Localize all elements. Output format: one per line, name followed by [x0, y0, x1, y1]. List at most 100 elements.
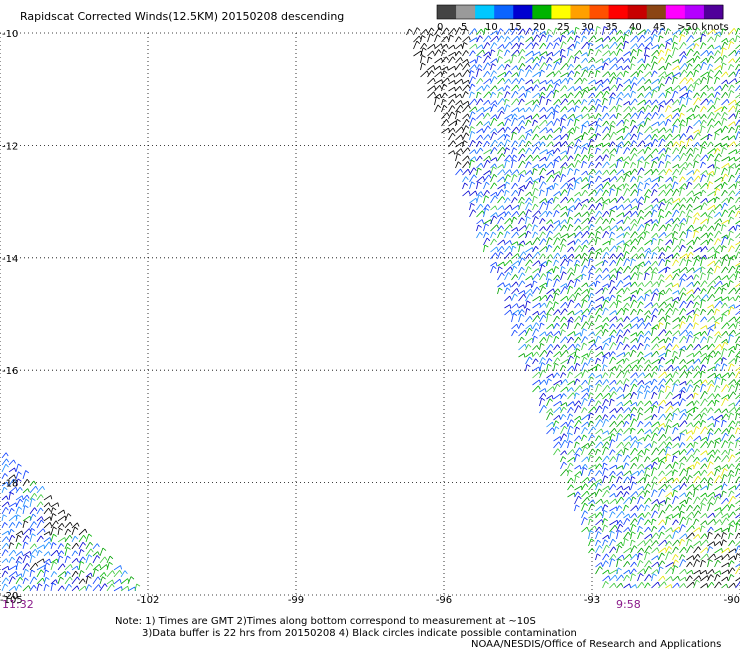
- wind-barb: [623, 392, 631, 400]
- wind-barb: [567, 477, 572, 484]
- wind-barb-flag: [697, 504, 701, 509]
- wind-barb: [483, 78, 491, 85]
- wind-barb: [665, 282, 672, 288]
- wind-barb-flag: [725, 125, 729, 130]
- wind-barb: [707, 336, 710, 344]
- wind-barb: [504, 154, 510, 162]
- wind-barb: [518, 78, 522, 85]
- wind-barb: [707, 328, 711, 337]
- wind-barb: [497, 266, 500, 274]
- wind-barb-flag: [641, 504, 645, 508]
- wind-barb-flag: [543, 135, 546, 140]
- wind-barb-flag: [539, 51, 541, 56]
- wind-barb: [588, 331, 594, 337]
- wind-barb-flag: [702, 272, 706, 276]
- wind-barb-flag: [487, 134, 491, 139]
- wind-barb-flag: [625, 118, 630, 122]
- wind-barb: [504, 218, 511, 225]
- wind-barb-flag: [724, 41, 728, 46]
- wind-barb-flag: [715, 399, 720, 403]
- wind-barb-flag: [583, 467, 588, 470]
- wind-barb: [700, 29, 706, 36]
- wind-barb-flag: [727, 136, 730, 140]
- wind-barb: [721, 483, 725, 491]
- wind-barb-flag: [421, 62, 426, 66]
- wind-barb: [476, 194, 480, 204]
- wind-barb: [735, 350, 740, 358]
- wind-barb: [637, 70, 641, 78]
- wind-barb-flag: [628, 132, 632, 137]
- wind-barb: [602, 259, 606, 267]
- wind-barb-flag: [621, 57, 625, 62]
- wind-barb: [546, 334, 550, 344]
- wind-barb: [658, 35, 661, 43]
- wind-barb-flag: [704, 202, 708, 206]
- wind-barb-flag: [690, 153, 694, 157]
- wind-barb: [672, 371, 676, 379]
- wind-barb: [658, 500, 665, 505]
- wind-barb: [616, 317, 622, 323]
- wind-barb-flag: [513, 265, 518, 269]
- wind-barb: [637, 287, 641, 295]
- wind-barb: [560, 336, 566, 344]
- wind-barb-flag: [484, 27, 489, 31]
- wind-barb-flag: [653, 209, 658, 213]
- wind-barb: [686, 135, 692, 141]
- wind-barb: [672, 484, 680, 491]
- wind-barb-flag: [635, 332, 638, 337]
- wind-barb: [595, 335, 599, 344]
- wind-barb-flag: [733, 304, 736, 309]
- wind-barb-flag: [701, 503, 706, 506]
- wind-barb-flag: [549, 134, 553, 138]
- wind-barb: [707, 471, 712, 477]
- wind-barb: [588, 272, 591, 281]
- wind-barb-flag: [621, 141, 624, 146]
- wind-barb: [567, 163, 573, 169]
- wind-barb-flag: [689, 491, 693, 496]
- wind-barb-flag: [577, 197, 581, 202]
- wind-barb: [532, 268, 539, 274]
- wind-barb: [686, 393, 692, 400]
- wind-barb: [434, 65, 441, 71]
- wind-barb-flag: [555, 159, 559, 163]
- wind-barb-flag: [608, 198, 611, 203]
- wind-barb: [630, 98, 636, 106]
- wind-barb-flag: [523, 290, 526, 295]
- wind-barb: [658, 224, 664, 232]
- wind-barb: [602, 133, 609, 141]
- wind-barb-flag: [725, 71, 729, 76]
- wind-barb: [553, 393, 561, 400]
- wind-barb-flag: [689, 504, 693, 509]
- wind-barb-flag: [474, 59, 477, 64]
- wind-barb-flag: [521, 257, 526, 261]
- wind-barb: [602, 105, 605, 113]
- wind-barb: [686, 330, 691, 337]
- wind-barb: [735, 241, 740, 246]
- wind-barb-flag: [578, 400, 582, 405]
- wind-barb: [665, 287, 670, 295]
- wind-barb: [539, 246, 547, 253]
- wind-barb: [462, 84, 469, 92]
- wind-barb: [637, 85, 644, 92]
- wind-barb: [546, 161, 552, 169]
- wind-barb: [679, 124, 682, 134]
- wind-barb-flag: [666, 453, 671, 457]
- wind-barb: [525, 288, 531, 295]
- wind-barb-flag: [607, 71, 611, 76]
- wind-barb-flag: [676, 209, 680, 214]
- wind-barb-flag: [416, 27, 421, 31]
- wind-barb-flag: [584, 446, 589, 450]
- wind-barb: [707, 111, 713, 120]
- wind-barb-flag: [494, 147, 498, 151]
- wind-barb-flag: [623, 240, 625, 245]
- wind-barb: [490, 76, 495, 85]
- wind-barb: [462, 91, 466, 99]
- wind-barb-flag: [556, 118, 561, 122]
- wind-barb: [504, 49, 508, 57]
- wind-barb-flag: [690, 84, 694, 88]
- wind-barb-flag: [535, 328, 540, 332]
- wind-barb-flag: [639, 264, 644, 268]
- wind-barb-flag: [549, 230, 553, 234]
- wind-barb-flag: [601, 197, 604, 202]
- wind-barb-flag: [565, 162, 568, 167]
